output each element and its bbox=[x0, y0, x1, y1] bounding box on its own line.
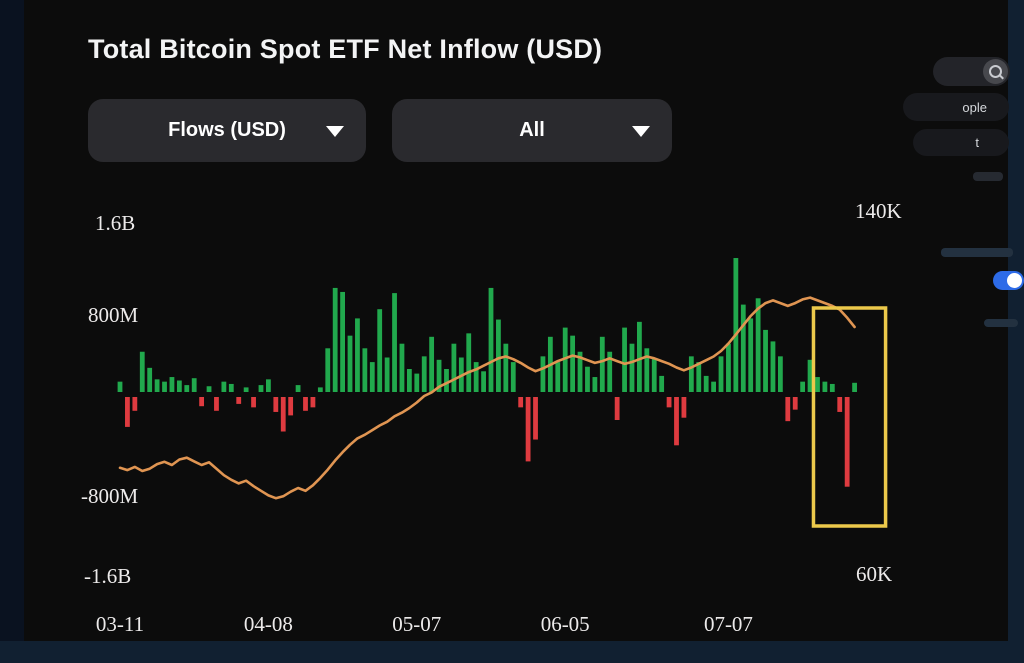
search-button[interactable] bbox=[983, 59, 1008, 84]
flows-dropdown[interactable]: Flows (USD) bbox=[88, 99, 366, 162]
truncated-ui-text bbox=[941, 248, 1013, 257]
x-axis-label: 03-11 bbox=[95, 612, 145, 636]
x-axis-label: 05-07 bbox=[392, 612, 442, 636]
x-axis-label: 07-07 bbox=[703, 612, 753, 636]
flows-dropdown-label: Flows (USD) bbox=[168, 119, 286, 141]
y-axis-label: 800M bbox=[88, 303, 139, 327]
people-button[interactable]: ople bbox=[903, 93, 1009, 121]
range-dropdown[interactable]: All bbox=[392, 99, 672, 162]
y-axis-label: 1.6B bbox=[95, 211, 136, 235]
truncated-button[interactable]: t bbox=[913, 129, 1009, 156]
search-input[interactable] bbox=[933, 57, 1010, 86]
chevron-down-icon bbox=[632, 125, 650, 137]
truncated-button-label: t bbox=[975, 135, 979, 150]
y-axis-label: -800M bbox=[81, 484, 139, 508]
settings-toggle[interactable] bbox=[993, 271, 1024, 290]
chevron-down-icon bbox=[326, 125, 344, 137]
range-dropdown-label: All bbox=[519, 119, 545, 141]
right-axis-label: 140K bbox=[855, 199, 902, 223]
x-axis: 03-11 04-08 05-07 06-05 07-07 bbox=[0, 612, 1024, 640]
backdrop-left-strip bbox=[0, 0, 24, 641]
people-button-label: ople bbox=[962, 99, 987, 115]
truncated-ui-text bbox=[973, 172, 1003, 181]
chart-title: Total Bitcoin Spot ETF Net Inflow (USD) bbox=[88, 34, 603, 64]
x-axis-label: 04-08 bbox=[243, 612, 293, 636]
truncated-ui-text bbox=[984, 319, 1018, 327]
x-axis-label: 06-05 bbox=[540, 612, 590, 636]
y-axis-label: -1.6B bbox=[84, 564, 132, 588]
search-icon bbox=[989, 65, 1002, 78]
toggle-knob bbox=[1007, 273, 1022, 288]
right-axis-label: 60K bbox=[856, 562, 893, 586]
